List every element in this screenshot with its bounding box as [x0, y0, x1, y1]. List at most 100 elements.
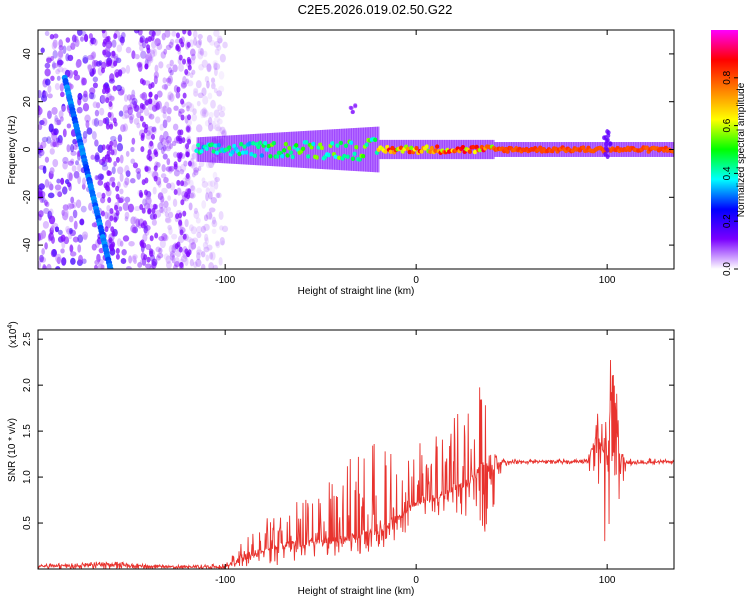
- spectrogram-streak-blob: [186, 41, 191, 48]
- spectrogram-noise-blob: [67, 160, 74, 166]
- spectrogram-band-point: [336, 155, 342, 160]
- spectrogram-noise-blob: [48, 123, 54, 133]
- spectrogram-noise-blob: [193, 169, 199, 176]
- spectrogram-noise-blob: [185, 118, 193, 127]
- spectrogram-noise-blob: [40, 191, 46, 198]
- spectrogram-noise-blob: [53, 128, 59, 136]
- spectrogram-panel: -100 0 100 -40 -20 0 20 40 Height of straight …: [7, 29, 675, 297]
- spectrogram-noise-blob: [65, 37, 71, 43]
- spectrogram-noise-blob: [69, 244, 74, 253]
- spectrogram-noise-blob: [91, 59, 97, 69]
- spectrogram-noise-blob: [63, 209, 69, 218]
- spectrogram-noise-blob: [202, 241, 209, 249]
- spectrogram-noise-blob: [41, 117, 48, 127]
- spectrogram-y-label: Frequency (Hz): [7, 116, 18, 185]
- spectrogram-noise-blob: [134, 104, 140, 113]
- spectrogram-noise-blob: [214, 181, 219, 190]
- spectrogram-band-point: [335, 143, 340, 148]
- spectrogram-noise-blob: [87, 64, 93, 73]
- spectrogram-noise-blob: [118, 206, 123, 212]
- spectrogram-noise-blob: [77, 244, 82, 253]
- snr-x-tick-label: -100: [215, 575, 235, 586]
- spectrogram-band-point: [414, 146, 419, 151]
- spectrogram-streak-blob: [148, 83, 153, 90]
- spectrogram-noise-blob: [160, 137, 167, 146]
- spectrogram-noise-blob: [46, 57, 52, 64]
- spectrogram-band-point: [237, 151, 242, 157]
- spectrogram-noise-blob: [47, 233, 52, 242]
- spectrogram-noise-blob: [55, 141, 60, 148]
- spectrogram-noise-blob: [70, 42, 76, 50]
- spectrogram-noise-blob: [72, 236, 79, 243]
- spectrogram-band-halo: [246, 134, 249, 165]
- spectrogram-noise-blob: [161, 84, 169, 90]
- spectrogram-noise-blob: [211, 78, 216, 87]
- spectrogram-streak-blob: [112, 85, 117, 92]
- spectrogram-streak-blob: [178, 219, 183, 226]
- spectrogram-band-halo: [347, 128, 351, 171]
- spectrogram-noise-blob: [71, 165, 77, 172]
- spectrogram-noise-blob: [43, 91, 48, 100]
- spectrogram-noise-blob: [198, 47, 204, 55]
- spectrogram-noise-blob: [213, 177, 218, 185]
- spectrogram-noise-blob: [190, 185, 195, 191]
- spectrogram-noise-blob: [201, 251, 206, 258]
- spectrogram-streak-blob: [109, 140, 114, 147]
- spectrogram-band-halo: [444, 139, 447, 160]
- spectrogram-noise-blob: [206, 244, 213, 251]
- spectrogram-noise-blob: [145, 263, 152, 269]
- spectrogram-noise-blob: [160, 195, 165, 203]
- spectrogram-noise-blob: [91, 243, 97, 251]
- spectrogram-band-point: [242, 144, 247, 149]
- spectrogram-noise-blob: [217, 37, 223, 44]
- spectrogram-noise-blob: [202, 95, 209, 105]
- spectrogram-band-point: [388, 149, 393, 154]
- spectrogram-noise-blob: [168, 244, 175, 254]
- spectrogram-streak-blob: [144, 166, 149, 173]
- spectrogram-streak-blob: [141, 179, 146, 186]
- spectrogram-noise-blob: [66, 45, 72, 52]
- spectrogram-band-halo: [327, 129, 330, 170]
- spectrogram-band-point: [216, 143, 222, 148]
- spectrogram-noise-blob: [58, 110, 64, 119]
- spectrogram-noise-blob: [125, 64, 131, 74]
- spectrogram-noise-blob: [162, 119, 168, 129]
- spectrogram-noise-blob: [221, 129, 227, 138]
- spectrogram-streak-blob: [105, 60, 110, 67]
- spectrogram-noise-blob: [175, 250, 181, 258]
- spectrogram-streak-blob: [175, 44, 180, 51]
- spectrogram-noise-blob: [169, 252, 175, 261]
- spectrogram-noise-blob: [204, 237, 209, 245]
- spectrogram-noise-blob: [44, 156, 50, 163]
- spectrogram-noise-blob: [149, 265, 154, 269]
- spectrogram-noise-blob: [72, 209, 78, 219]
- spectrogram-noise-blob: [132, 255, 137, 263]
- snr-marks: [38, 360, 674, 569]
- spectrogram-band-point: [251, 141, 256, 146]
- spectrogram-band-halo: [280, 132, 284, 167]
- spectrogram-noise-blob: [132, 162, 139, 169]
- spectrogram-streak-blob: [108, 101, 113, 108]
- spectrogram-band-halo: [261, 133, 265, 166]
- spectrogram-noise-blob: [212, 171, 218, 180]
- spectrogram-noise-blob: [191, 237, 199, 244]
- spectrogram-noise-blob: [162, 112, 167, 119]
- snr-x-tick-label: 0: [413, 575, 419, 586]
- spectrogram-noise-blob: [50, 225, 55, 231]
- spectrogram-band-point: [288, 150, 294, 155]
- spectrogram-noise-blob: [73, 170, 80, 179]
- spectrogram-band-halo: [370, 127, 373, 172]
- spectrogram-noise-blob: [38, 183, 45, 190]
- spectrogram-band-halo: [359, 127, 363, 172]
- spectrogram-noise-blob: [179, 168, 185, 175]
- spectrogram-noise-blob: [189, 72, 194, 79]
- spectrogram-noise-blob: [58, 45, 64, 51]
- spectrogram-streak-blob: [178, 246, 183, 253]
- spectrogram-noise-blob: [211, 216, 216, 225]
- spectrogram-noise-blob: [173, 105, 179, 111]
- spectrogram-noise-blob: [214, 176, 220, 183]
- spectrogram-streak-blob: [106, 185, 111, 192]
- spectrogram-noise-blob: [213, 116, 221, 122]
- spectrogram-streak-blob: [140, 222, 145, 229]
- spectrogram-noise-blob: [196, 231, 202, 239]
